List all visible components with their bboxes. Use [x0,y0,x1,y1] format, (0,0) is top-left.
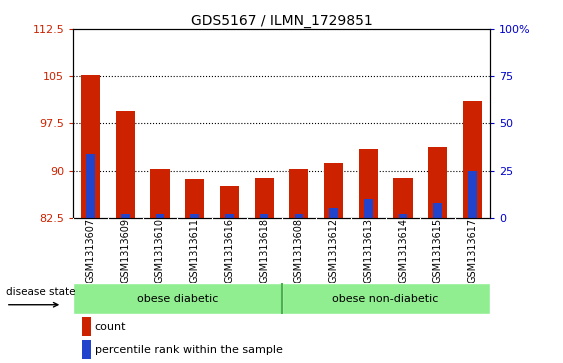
Text: disease state: disease state [6,287,75,297]
Bar [329,208,338,218]
Text: percentile rank within the sample: percentile rank within the sample [95,345,283,355]
Bar [81,75,100,218]
Text: GSM1313614: GSM1313614 [398,218,408,283]
Bar [82,340,91,359]
Bar [156,214,164,218]
Text: GSM1313607: GSM1313607 [86,218,96,283]
Bar [282,283,490,314]
Title: GDS5167 / ILMN_1729851: GDS5167 / ILMN_1729851 [191,14,372,28]
Bar [254,178,274,218]
Bar [394,178,413,218]
Text: GSM1313618: GSM1313618 [259,218,269,283]
Bar [359,148,378,218]
Text: GSM1313610: GSM1313610 [155,218,165,283]
Text: count: count [95,322,126,332]
Bar [434,203,442,218]
Text: obese non-diabetic: obese non-diabetic [333,294,439,303]
Bar [289,169,309,218]
Text: GSM1313617: GSM1313617 [467,218,477,283]
Bar [220,186,239,218]
Bar [185,179,204,218]
Text: GSM1313616: GSM1313616 [225,218,234,283]
Text: GSM1313611: GSM1313611 [190,218,200,283]
Bar [150,170,169,218]
Bar [364,199,373,218]
Text: GSM1313615: GSM1313615 [433,218,443,283]
Bar [121,214,129,218]
Bar [399,214,407,218]
Text: obese diabetic: obese diabetic [137,294,218,303]
Bar [82,317,91,336]
Bar [428,147,447,218]
Bar [190,214,199,218]
Text: GSM1313612: GSM1313612 [329,218,338,283]
Text: GSM1313609: GSM1313609 [120,218,130,283]
Bar [225,214,234,218]
Bar [324,163,343,218]
Bar [86,154,95,218]
Text: GSM1313613: GSM1313613 [363,218,373,283]
Bar [468,171,477,218]
Text: GSM1313608: GSM1313608 [294,218,304,283]
Bar [73,283,282,314]
Bar [116,111,135,218]
Bar [260,214,269,218]
Bar [294,214,303,218]
Bar [463,101,482,218]
